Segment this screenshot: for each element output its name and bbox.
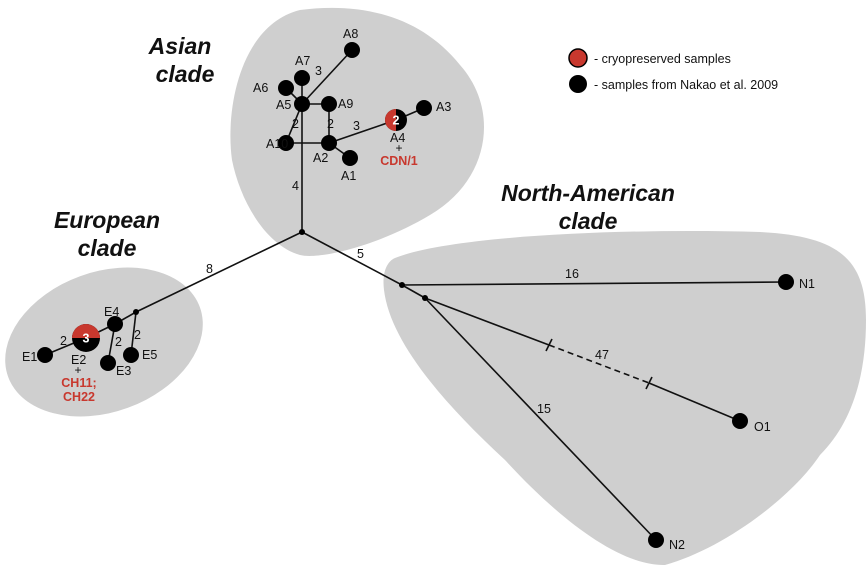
label-a8: A8	[343, 27, 358, 41]
node-e3	[100, 355, 116, 371]
legend-nakao-label: - samples from Nakao et al. 2009	[594, 78, 778, 92]
count-e2: 3	[83, 332, 90, 346]
node-a1	[342, 150, 358, 166]
node-a2	[321, 135, 337, 151]
node-a5	[294, 96, 310, 112]
step-o1: 47	[595, 348, 609, 362]
label-e1: E1	[22, 350, 37, 364]
label-a1: A1	[341, 169, 356, 183]
legend-cryo-swatch	[568, 48, 588, 68]
step-center-asian: 4	[292, 179, 299, 193]
node-o1	[732, 413, 748, 429]
cryo-sample-ch22: CH22	[63, 390, 95, 404]
node-e4	[107, 316, 123, 332]
label-e2: E2	[71, 353, 86, 367]
node-n1	[778, 274, 794, 290]
plus-e2: +	[74, 363, 81, 377]
label-e3: E3	[116, 364, 131, 378]
step-a2-a4: 3	[353, 119, 360, 133]
step-e4-e2: 2	[60, 334, 67, 348]
node-labels: A5 A6 A7 A8 A9 A10 A2 A1 A3 A4 E4 E5 E3 …	[22, 27, 815, 552]
node-e2: 3	[72, 324, 100, 352]
node-a8	[344, 42, 360, 58]
european-clade-title-line1: European	[54, 207, 160, 233]
legend-cryo-label: - cryopreserved samples	[594, 52, 731, 66]
step-e4-e3: 2	[115, 335, 122, 349]
step-center-european: 8	[206, 262, 213, 276]
node-n2	[648, 532, 664, 548]
asian-clade-region	[230, 7, 484, 256]
label-a7: A7	[295, 54, 310, 68]
node-a10	[278, 135, 294, 151]
cryo-sample-ch11: CH11;	[61, 376, 96, 390]
node-e1	[37, 347, 53, 363]
cryo-sample-cdn1: CDN/1	[380, 154, 418, 168]
count-a4: 2	[393, 114, 400, 128]
label-a5: A5	[276, 98, 291, 112]
step-a10-a5: 2	[292, 117, 299, 131]
label-a3: A3	[436, 100, 451, 114]
median-vector-center	[299, 229, 305, 235]
step-a2-a9: 2	[327, 117, 334, 131]
median-vector-north-american-1	[399, 282, 405, 288]
north-american-clade-title-line2: clade	[559, 208, 618, 234]
label-n1: N1	[799, 277, 815, 291]
european-clade-title-line2: clade	[78, 235, 137, 261]
node-a7	[294, 70, 310, 86]
european-clade-region	[5, 267, 203, 417]
label-a4: A4	[390, 131, 405, 145]
asian-clade-title-line2: clade	[156, 61, 215, 87]
north-american-clade-region	[383, 231, 866, 566]
step-a5-a8: 3	[315, 64, 322, 78]
legend-nakao-swatch	[569, 75, 587, 93]
label-a9: A9	[338, 97, 353, 111]
legend: - cryopreserved samples - samples from N…	[568, 48, 778, 93]
asian-clade-title-line1: Asian	[148, 33, 212, 59]
label-a2: A2	[313, 151, 328, 165]
plus-a4: +	[395, 141, 402, 155]
node-a6	[278, 80, 294, 96]
median-vector-european	[133, 309, 139, 315]
label-a6: A6	[253, 81, 268, 95]
north-american-clade-title-line1: North-American	[501, 180, 675, 206]
label-o1: O1	[754, 420, 771, 434]
median-vector-north-american-2	[422, 295, 428, 301]
label-e5: E5	[142, 348, 157, 362]
step-branch-e5: 2	[134, 328, 141, 342]
label-e4: E4	[104, 305, 119, 319]
step-n1: 16	[565, 267, 579, 281]
node-a3	[416, 100, 432, 116]
node-e5	[123, 347, 139, 363]
label-a10: A10	[266, 137, 288, 151]
node-a9	[321, 96, 337, 112]
label-n2: N2	[669, 538, 685, 552]
step-center-north-american: 5	[357, 247, 364, 261]
node-a4: 2	[385, 109, 407, 131]
step-n2: 15	[537, 402, 551, 416]
mutation-step-labels: 4 8 5 2 2 3 3 2 2 2 16 47 15	[60, 64, 609, 416]
